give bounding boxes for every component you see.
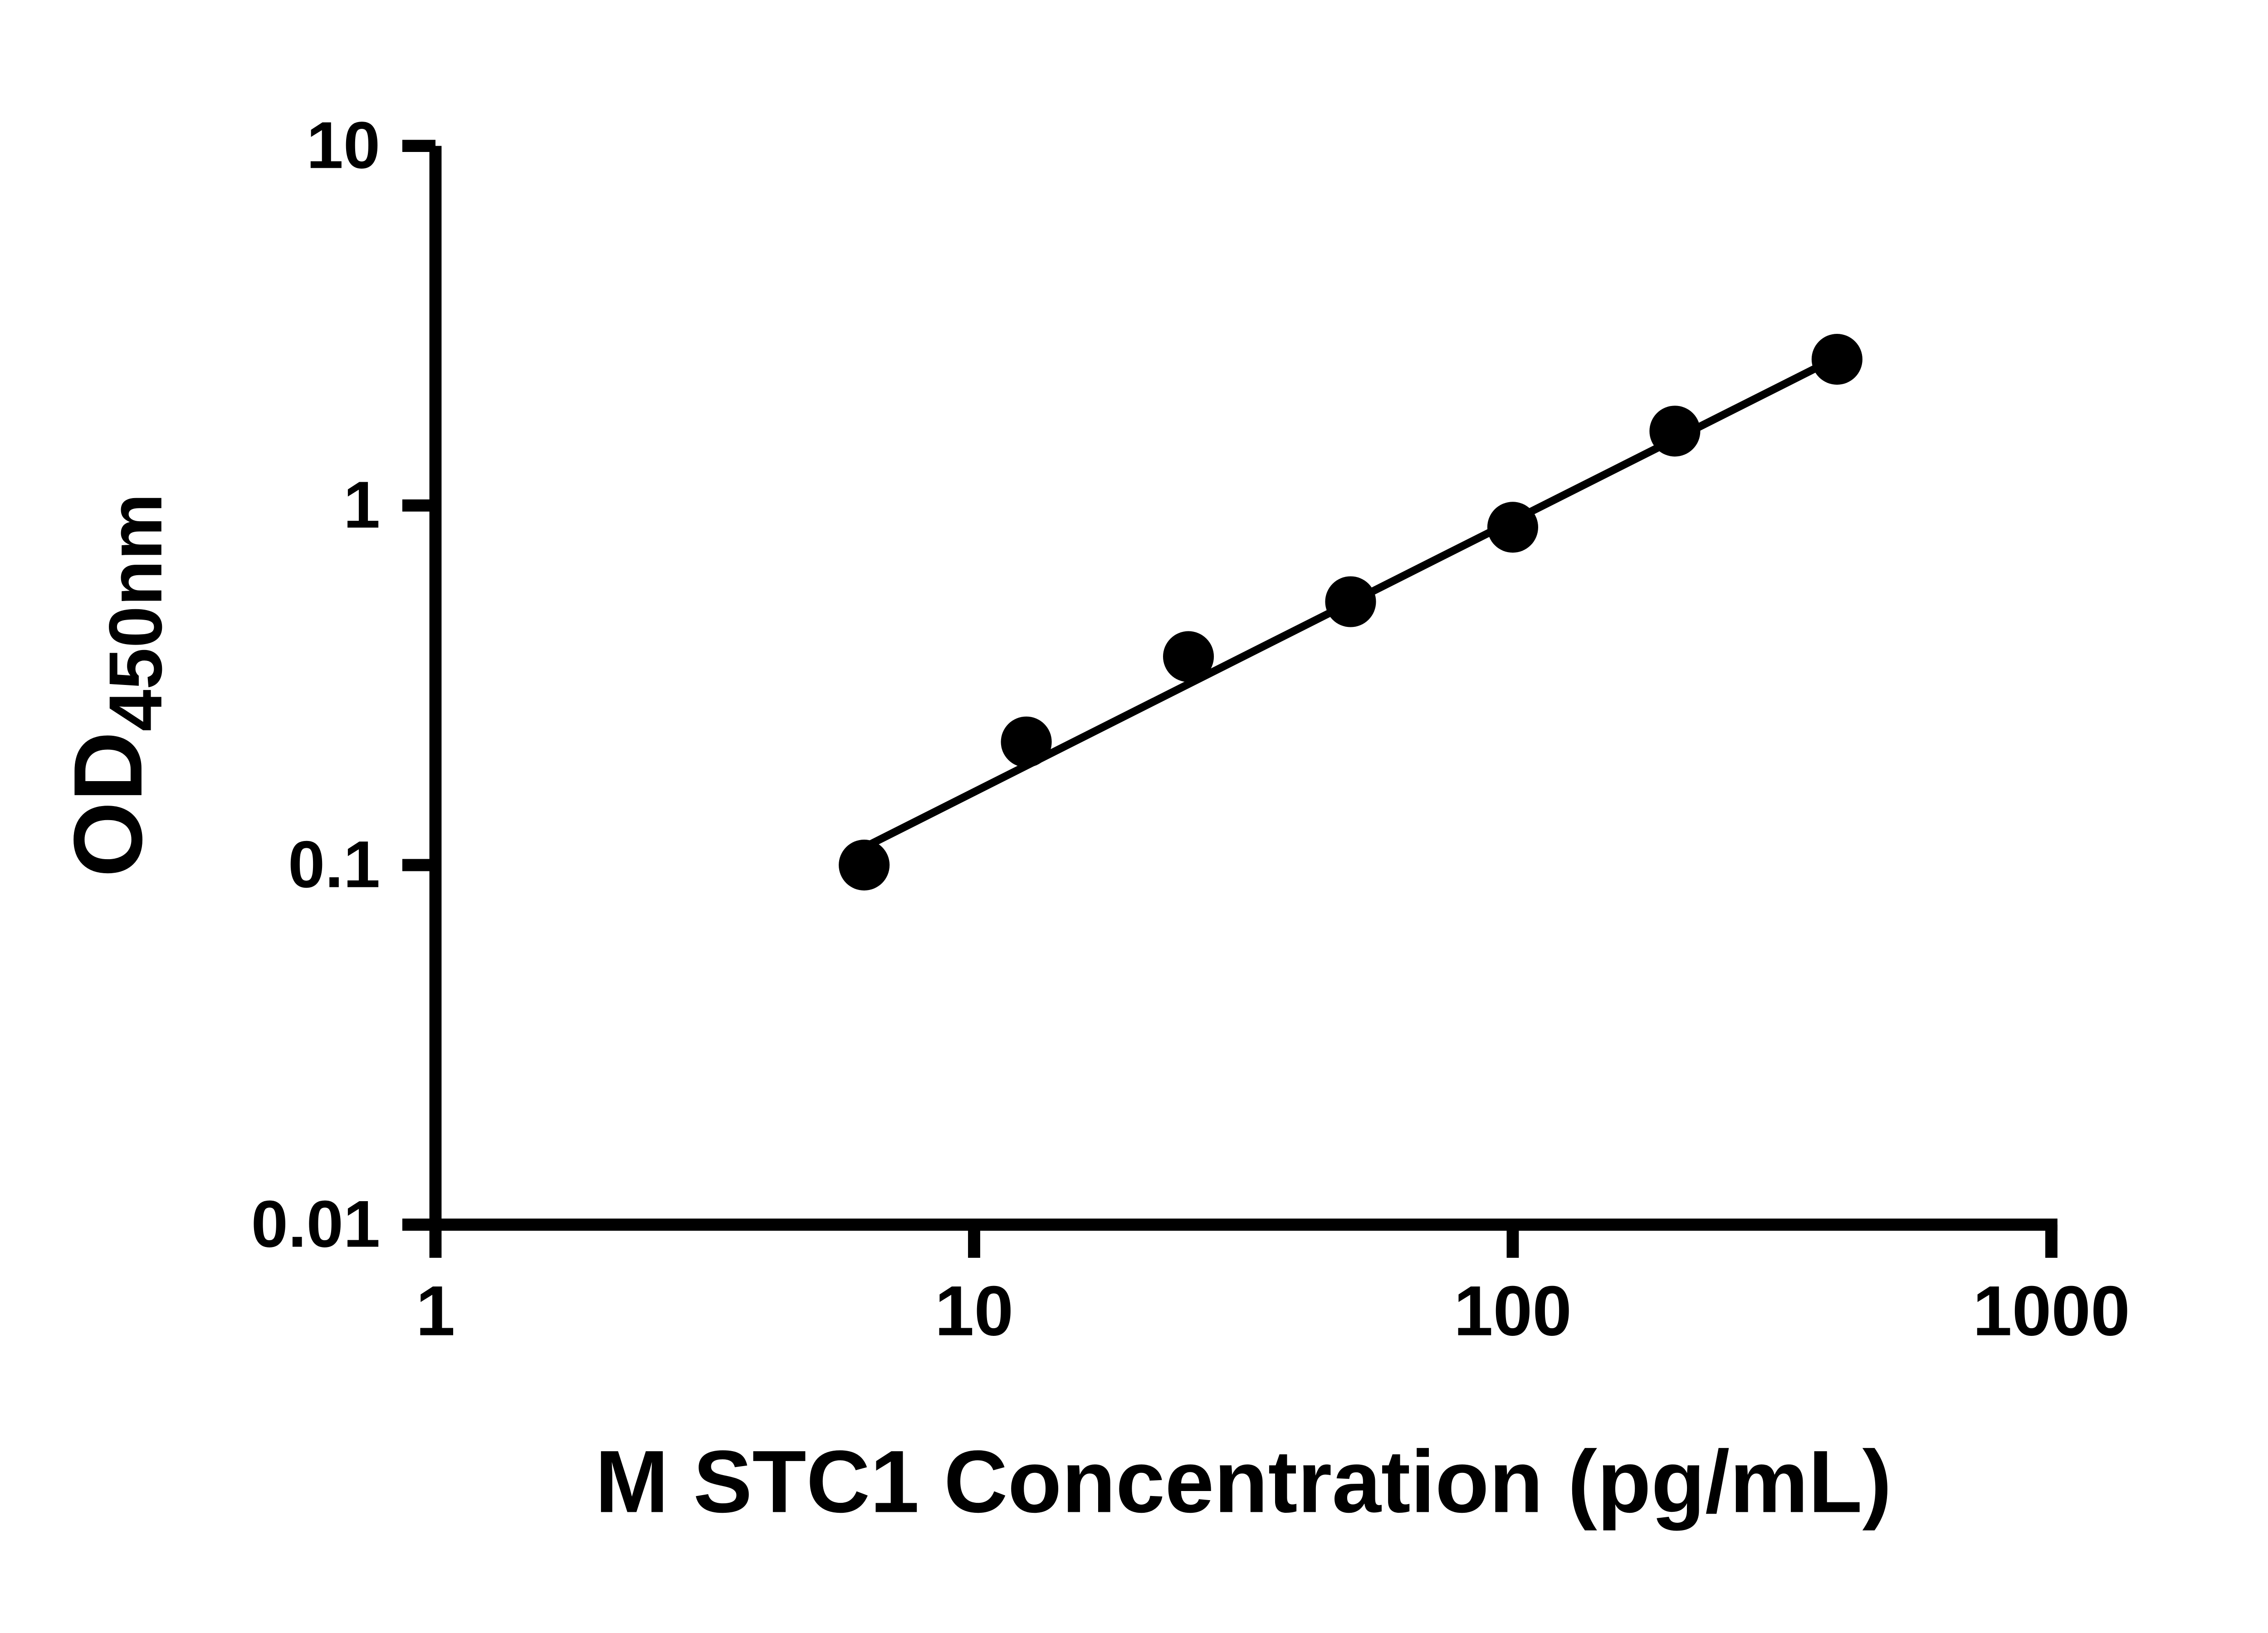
data-point [1649,406,1701,457]
y-axis-label-subscript: 450nm [94,493,178,731]
x-tick-label: 100 [1454,1271,1572,1350]
standard-curve-plot: 1 10 100 1000 10 1 0.1 0.01 M STC1 Concentration… [54,108,2130,1531]
data-point [1163,631,1214,682]
data-point [1811,334,1862,385]
data-point [1001,716,1052,768]
y-tick-label: 1 [343,468,380,542]
x-axis-label: M STC1 Concentration (pg/mL) [595,1433,1892,1531]
y-tick-label: 0.01 [251,1187,381,1261]
data-point [1487,502,1538,553]
standard-curve-figure: 1 10 100 1000 10 1 0.1 0.01 M STC1 Concentration… [54,108,2130,1531]
y-tick-label: 0.1 [288,827,380,901]
x-tick-label: 10 [935,1271,1013,1350]
y-tick-label: 10 [307,108,381,182]
x-tick-label: 1000 [1973,1271,2130,1350]
y-axis-label-main: OD [54,731,162,877]
chart-page: 1 10 100 1000 10 1 0.1 0.01 M STC1 Concentration… [54,108,2130,1531]
x-tick-label: 1 [416,1271,455,1350]
data-point [839,840,890,891]
y-axis-label: OD450nm [54,493,178,877]
data-point [1325,576,1376,627]
